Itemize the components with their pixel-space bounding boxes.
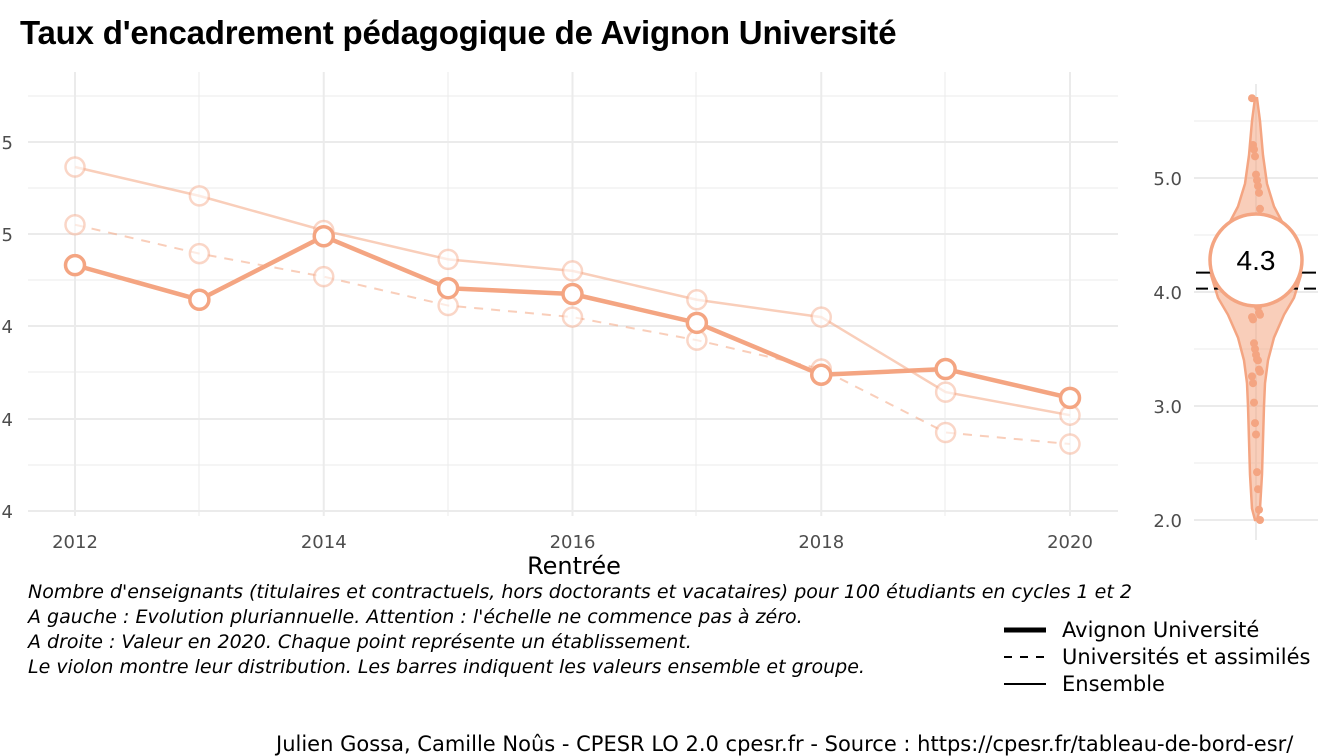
legend-key-solid-thick — [1004, 625, 1046, 635]
y-tick-label: 4.0 — [1153, 283, 1182, 304]
data-point — [188, 185, 211, 207]
y-tick-label: 5 — [2, 225, 13, 246]
note-line: Nombre d'enseignants (titulaires et cont… — [28, 581, 1132, 603]
legend-key-dashed — [1004, 652, 1046, 662]
data-point — [188, 288, 211, 312]
data-point — [810, 306, 832, 328]
y-tick-label: 4 — [2, 502, 13, 523]
establishment-point — [1253, 468, 1261, 477]
y-tick-label: 3.0 — [1153, 397, 1182, 418]
establishment-point — [1249, 315, 1257, 324]
data-point — [934, 381, 957, 403]
data-point — [188, 242, 211, 265]
x-tick-label: 2012 — [52, 532, 98, 553]
legend-item-avignon: Avignon Université — [1004, 616, 1310, 643]
data-point — [934, 357, 957, 381]
legend-label: Universités et assimilés — [1062, 644, 1311, 669]
data-point — [312, 225, 335, 248]
y-tick-label: 5 — [2, 133, 13, 154]
violin-panel: 2.0 3.0 4.0 5.0 4.3 — [1153, 84, 1318, 540]
data-point — [685, 311, 709, 335]
establishment-point — [1251, 152, 1259, 161]
x-tick-label: 2016 — [550, 532, 596, 553]
line-chart-panel: 5 5 4 4 4 2012 2014 2016 2018 2020 Rentrée — [2, 72, 1118, 580]
y-tick-label: 2.0 — [1153, 511, 1182, 532]
data-point — [810, 363, 833, 387]
data-point — [64, 213, 86, 236]
establishment-point — [1254, 485, 1262, 494]
establishment-point — [1255, 505, 1263, 514]
establishment-point — [1248, 372, 1256, 381]
x-axis-title: Rentrée — [527, 552, 621, 580]
establishment-point — [1256, 367, 1264, 376]
legend-item-universites: Universités et assimilés — [1004, 643, 1310, 670]
legend-label: Ensemble — [1062, 671, 1165, 696]
y-tick-label: 4 — [2, 410, 13, 431]
y-tick-label: 5.0 — [1153, 169, 1182, 190]
data-point — [934, 421, 957, 444]
data-point — [686, 289, 708, 311]
data-point — [437, 248, 459, 271]
x-tick-label: 2018 — [798, 532, 844, 553]
x-tick-label: 2020 — [1047, 532, 1093, 553]
highlight-value: 4.3 — [1237, 245, 1276, 276]
legend: Avignon Université Universités et assimi… — [1004, 616, 1310, 697]
establishment-point — [1250, 145, 1258, 154]
chart-title: Taux d'encadrement pédagogique de Avigno… — [20, 14, 897, 51]
data-point — [561, 260, 584, 282]
legend-key-solid-thin — [1004, 679, 1046, 689]
chart-notes: Nombre d'enseignants (titulaires et cont… — [28, 580, 1132, 680]
note-line: A droite : Valeur en 2020. Chaque point … — [28, 631, 692, 653]
legend-label: Avignon Université — [1062, 617, 1260, 642]
establishment-point — [1256, 204, 1264, 213]
data-point — [436, 276, 460, 300]
establishment-point — [1255, 188, 1263, 197]
establishment-point — [1251, 419, 1259, 428]
establishment-point — [1256, 516, 1264, 524]
series-line — [74, 223, 1071, 446]
establishment-point — [1254, 356, 1262, 365]
x-tick-label: 2014 — [301, 532, 347, 553]
data-point — [1059, 433, 1081, 455]
data-point — [1058, 386, 1082, 410]
data-point — [561, 282, 584, 306]
data-point — [313, 265, 335, 288]
establishment-point — [1252, 430, 1260, 439]
legend-item-ensemble: Ensemble — [1004, 670, 1310, 697]
establishment-point — [1249, 379, 1257, 388]
note-line: Le violon montre leur distribution. Les … — [28, 656, 865, 678]
establishment-point — [1254, 181, 1262, 190]
data-point — [561, 306, 584, 328]
source-caption: Julien Gossa, Camille Noûs - CPESR LO 2.… — [276, 732, 1294, 756]
highlight-circle — [1208, 212, 1304, 308]
establishment-point — [1256, 310, 1264, 319]
y-tick-label: 4 — [2, 317, 13, 338]
data-point — [63, 253, 87, 277]
establishment-point — [1250, 398, 1258, 407]
data-point — [64, 156, 86, 178]
establishment-point — [1248, 94, 1256, 103]
note-line: A gauche : Evolution pluriannuelle. Atte… — [28, 606, 803, 628]
